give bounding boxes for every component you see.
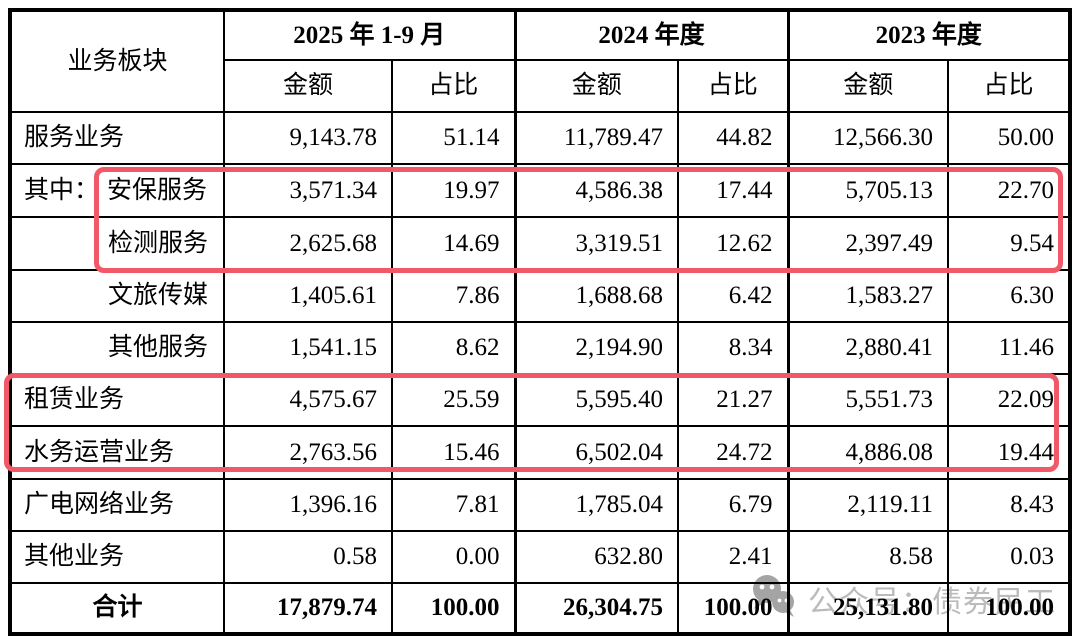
data-cell: 2,119.11: [786, 478, 949, 532]
data-cell: 0.58: [223, 530, 393, 584]
data-cell: 2,763.56: [223, 425, 393, 480]
data-cell: 25.59: [391, 373, 516, 427]
data-cell: 12.62: [677, 216, 789, 271]
data-cell: 6.42: [677, 269, 789, 323]
table-row-testing: 检测服务 2,625.68 14.69 3,319.51 12.62 2,397…: [9, 216, 1071, 271]
data-cell: 4,586.38: [513, 163, 679, 218]
row-label: 文旅传媒: [9, 269, 225, 323]
business-segment-table: 业务板块 2025 年 1-9 月 2024 年度 2023 年度 金额 占比 …: [8, 8, 1072, 636]
table-row-broadcast-network: 广电网络业务 1,396.16 7.81 1,785.04 6.79 2,119…: [9, 478, 1071, 532]
data-cell: 1,785.04: [513, 478, 679, 532]
data-cell: 8.34: [677, 321, 789, 375]
data-cell: 12,566.30: [786, 111, 949, 165]
subheader-amount-2025: 金额: [223, 59, 393, 113]
data-cell: 632.80: [513, 530, 679, 584]
data-cell: 5,551.73: [786, 373, 949, 427]
table-row-total: 合计 17,879.74 100.00 26,304.75 100.00 25,…: [9, 582, 1071, 635]
data-cell: 1,583.27: [786, 269, 949, 323]
subheader-amount-2023: 金额: [786, 59, 949, 113]
subheader-amount-2024: 金额: [513, 59, 679, 113]
data-cell: 100.00: [947, 582, 1071, 635]
data-cell: 1,396.16: [223, 478, 393, 532]
table-row-culture-media: 文旅传媒 1,405.61 7.86 1,688.68 6.42 1,583.2…: [9, 269, 1071, 323]
data-cell: 22.09: [947, 373, 1071, 427]
row-label: 广电网络业务: [9, 478, 225, 532]
data-cell: 4,886.08: [786, 425, 949, 480]
corner-header: 业务板块: [9, 9, 225, 113]
header-sub-row: 金额 占比 金额 占比 金额 占比: [10, 59, 1071, 113]
data-cell: 21.27: [677, 373, 789, 427]
data-cell: 8.58: [786, 530, 949, 584]
data-cell: 15.46: [391, 425, 516, 480]
table-row-services: 服务业务 9,143.78 51.14 11,789.47 44.82 12,5…: [9, 111, 1071, 165]
row-label: 水务运营业务: [9, 425, 225, 480]
data-cell: 2,194.90: [513, 321, 679, 375]
table-row-other-services: 其他服务 1,541.15 8.62 2,194.90 8.34 2,880.4…: [9, 321, 1071, 375]
row-label: 其他业务: [9, 530, 225, 584]
data-cell: 1,405.61: [223, 269, 393, 323]
data-cell: 9.54: [947, 216, 1071, 271]
data-cell: 11.46: [947, 321, 1071, 375]
data-cell: 100.00: [391, 582, 516, 635]
row-label: 检测服务: [9, 216, 225, 271]
data-cell: 44.82: [677, 111, 789, 165]
row-label: 租赁业务: [9, 373, 225, 427]
row-label: 其他服务: [9, 321, 225, 375]
data-cell: 19.44: [947, 425, 1071, 480]
row-label: 其中： 安保服务: [9, 163, 225, 218]
subheader-ratio-2024: 占比: [677, 59, 789, 113]
row-prefix: 其中：: [24, 176, 100, 204]
data-cell: 0.00: [391, 530, 516, 584]
data-cell: 17,879.74: [223, 582, 393, 635]
row-label-text: 安保服务: [107, 176, 208, 204]
data-cell: 5,705.13: [786, 163, 949, 218]
header-period-row: 业务板块 2025 年 1-9 月 2024 年度 2023 年度: [9, 9, 1071, 113]
data-cell: 9,143.78: [223, 111, 393, 165]
row-label: 合计: [9, 582, 225, 635]
table-row-leasing: 租赁业务 4,575.67 25.59 5,595.40 21.27 5,551…: [9, 373, 1071, 427]
data-cell: 1,541.15: [223, 321, 393, 375]
data-cell: 3,571.34: [223, 163, 393, 218]
data-cell: 6.30: [947, 269, 1071, 323]
data-cell: 3,319.51: [513, 216, 679, 271]
data-cell: 8.62: [391, 321, 516, 375]
table-row-security: 其中： 安保服务 3,571.34 19.97 4,586.38 17.44 5,…: [9, 163, 1071, 218]
data-cell: 22.70: [947, 163, 1071, 218]
data-cell: 1,688.68: [513, 269, 679, 323]
data-cell: 7.81: [391, 478, 516, 532]
data-cell: 6.79: [677, 478, 789, 532]
data-cell: 2.41: [677, 530, 789, 584]
header-2025: 2025 年 1-9 月: [223, 9, 516, 61]
data-cell: 2,397.49: [786, 216, 949, 271]
subheader-ratio-2025: 占比: [391, 59, 516, 113]
row-label: 服务业务: [9, 111, 225, 165]
table-row-water-operations: 水务运营业务 2,763.56 15.46 6,502.04 24.72 4,8…: [9, 425, 1071, 480]
header-2023: 2023 年度: [786, 9, 1071, 61]
data-cell: 4,575.67: [223, 373, 393, 427]
table-row-other-business: 其他业务 0.58 0.00 632.80 2.41 8.58 0.03: [9, 530, 1071, 584]
data-cell: 5,595.40: [513, 373, 679, 427]
data-cell: 7.86: [391, 269, 516, 323]
data-cell: 11,789.47: [513, 111, 679, 165]
data-cell: 6,502.04: [513, 425, 679, 480]
subheader-ratio-2023: 占比: [947, 59, 1071, 113]
data-cell: 25,131.80: [786, 582, 949, 635]
data-cell: 19.97: [391, 163, 516, 218]
data-cell: 0.03: [947, 530, 1071, 584]
header-2024: 2024 年度: [513, 9, 789, 61]
data-cell: 51.14: [391, 111, 516, 165]
data-cell: 2,625.68: [223, 216, 393, 271]
data-cell: 2,880.41: [786, 321, 949, 375]
data-cell: 17.44: [677, 163, 789, 218]
data-cell: 100.00: [677, 582, 789, 635]
data-cell: 26,304.75: [513, 582, 679, 635]
data-cell: 14.69: [391, 216, 516, 271]
data-cell: 8.43: [947, 478, 1071, 532]
data-cell: 50.00: [947, 111, 1071, 165]
data-cell: 24.72: [677, 425, 789, 480]
